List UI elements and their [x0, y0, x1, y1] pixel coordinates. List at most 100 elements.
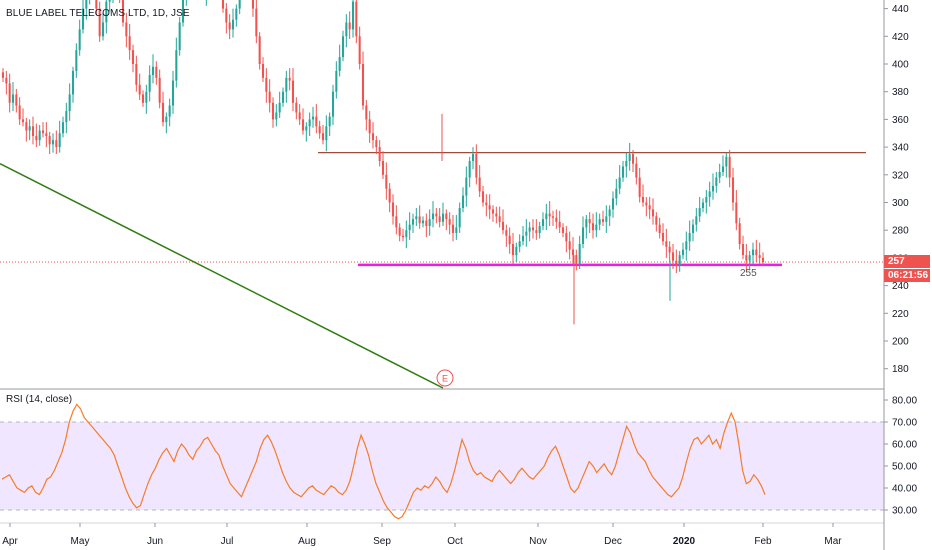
candle	[528, 221, 531, 242]
candle-body	[685, 241, 688, 250]
candle-body	[501, 221, 505, 231]
candle-body	[648, 205, 651, 210]
price-tick-label: 240	[892, 281, 909, 292]
candle-body	[95, 0, 98, 9]
candle	[178, 16, 181, 56]
candle-body	[101, 22, 105, 37]
candle-body	[141, 94, 145, 103]
candle-body	[105, 1, 108, 23]
candle-body	[571, 249, 575, 256]
candle-body	[18, 105, 21, 120]
candle	[661, 223, 665, 246]
candle	[119, 0, 121, 4]
candle	[238, 0, 241, 15]
candle-body	[711, 185, 715, 192]
price-tick-label: 280	[892, 226, 909, 237]
rsi-tick-label: 80.00	[892, 396, 917, 407]
candle-body	[698, 208, 701, 217]
candle	[731, 167, 735, 211]
candle-body	[505, 230, 508, 236]
candle-body	[488, 205, 491, 210]
candle-body	[385, 174, 388, 189]
candle-body	[321, 133, 325, 141]
event-marker-text: E	[442, 374, 448, 384]
candle	[525, 219, 528, 247]
candle	[288, 68, 291, 91]
candle-body	[651, 209, 655, 217]
candle-body	[265, 77, 268, 92]
candle	[75, 43, 78, 78]
time-tick-label: Nov	[529, 536, 547, 547]
candle-body	[631, 154, 635, 164]
candle-body	[435, 213, 438, 217]
candle-body	[715, 177, 718, 186]
candle	[598, 213, 601, 231]
candle	[698, 196, 701, 222]
candle-body	[155, 66, 158, 78]
candle	[585, 214, 588, 239]
candle	[515, 242, 518, 263]
candle	[418, 205, 421, 229]
candle-body	[251, 0, 255, 9]
candle-body	[148, 75, 151, 92]
candle-body	[328, 116, 331, 127]
candle-body	[151, 66, 155, 76]
candle-body	[495, 213, 498, 217]
candle	[381, 151, 385, 179]
candle-body	[618, 177, 621, 189]
candle-body	[721, 166, 725, 173]
candle	[355, 0, 358, 44]
candle	[311, 106, 315, 128]
candle-body	[31, 126, 35, 137]
candle	[135, 55, 138, 92]
candle-body	[5, 77, 8, 84]
candle-body	[108, 0, 111, 2]
candle	[388, 183, 391, 213]
candle	[428, 209, 431, 236]
candle-body	[548, 213, 551, 217]
candle-body	[461, 195, 465, 209]
candle-body	[261, 64, 265, 78]
candle	[368, 111, 371, 143]
candle	[328, 112, 331, 137]
candle	[345, 14, 348, 48]
candle-body	[388, 188, 391, 203]
candle	[271, 97, 275, 128]
candle	[358, 26, 361, 70]
candle	[625, 152, 628, 178]
price-tick-label: 380	[892, 87, 909, 98]
candle	[498, 206, 501, 228]
candle-body	[691, 224, 695, 233]
candle	[341, 30, 345, 62]
candle	[481, 185, 485, 207]
candle-body	[165, 116, 168, 123]
candle-body	[525, 231, 528, 236]
candle-body	[305, 126, 308, 131]
candle-body	[398, 227, 401, 236]
candle	[685, 231, 688, 261]
candle	[401, 228, 405, 242]
candle	[105, 0, 108, 34]
candle	[688, 220, 691, 251]
candle	[308, 112, 311, 137]
candle-body	[355, 1, 358, 37]
candle	[25, 118, 28, 142]
candle-body	[75, 50, 78, 71]
candle	[611, 191, 615, 218]
candle-body	[761, 257, 765, 263]
candle	[755, 239, 758, 263]
candle-body	[128, 36, 131, 51]
candle	[761, 252, 765, 267]
candle-body	[401, 235, 405, 238]
candle-body	[425, 220, 428, 227]
candle-body	[695, 216, 698, 225]
current-price-tag: 257	[884, 255, 930, 269]
candle	[578, 235, 581, 269]
price-tick-label: 360	[892, 115, 909, 126]
candle	[638, 167, 641, 203]
candle-body	[511, 244, 515, 256]
candle	[138, 73, 141, 101]
candle-body	[341, 36, 345, 58]
rsi-tick-label: 70.00	[892, 418, 917, 429]
